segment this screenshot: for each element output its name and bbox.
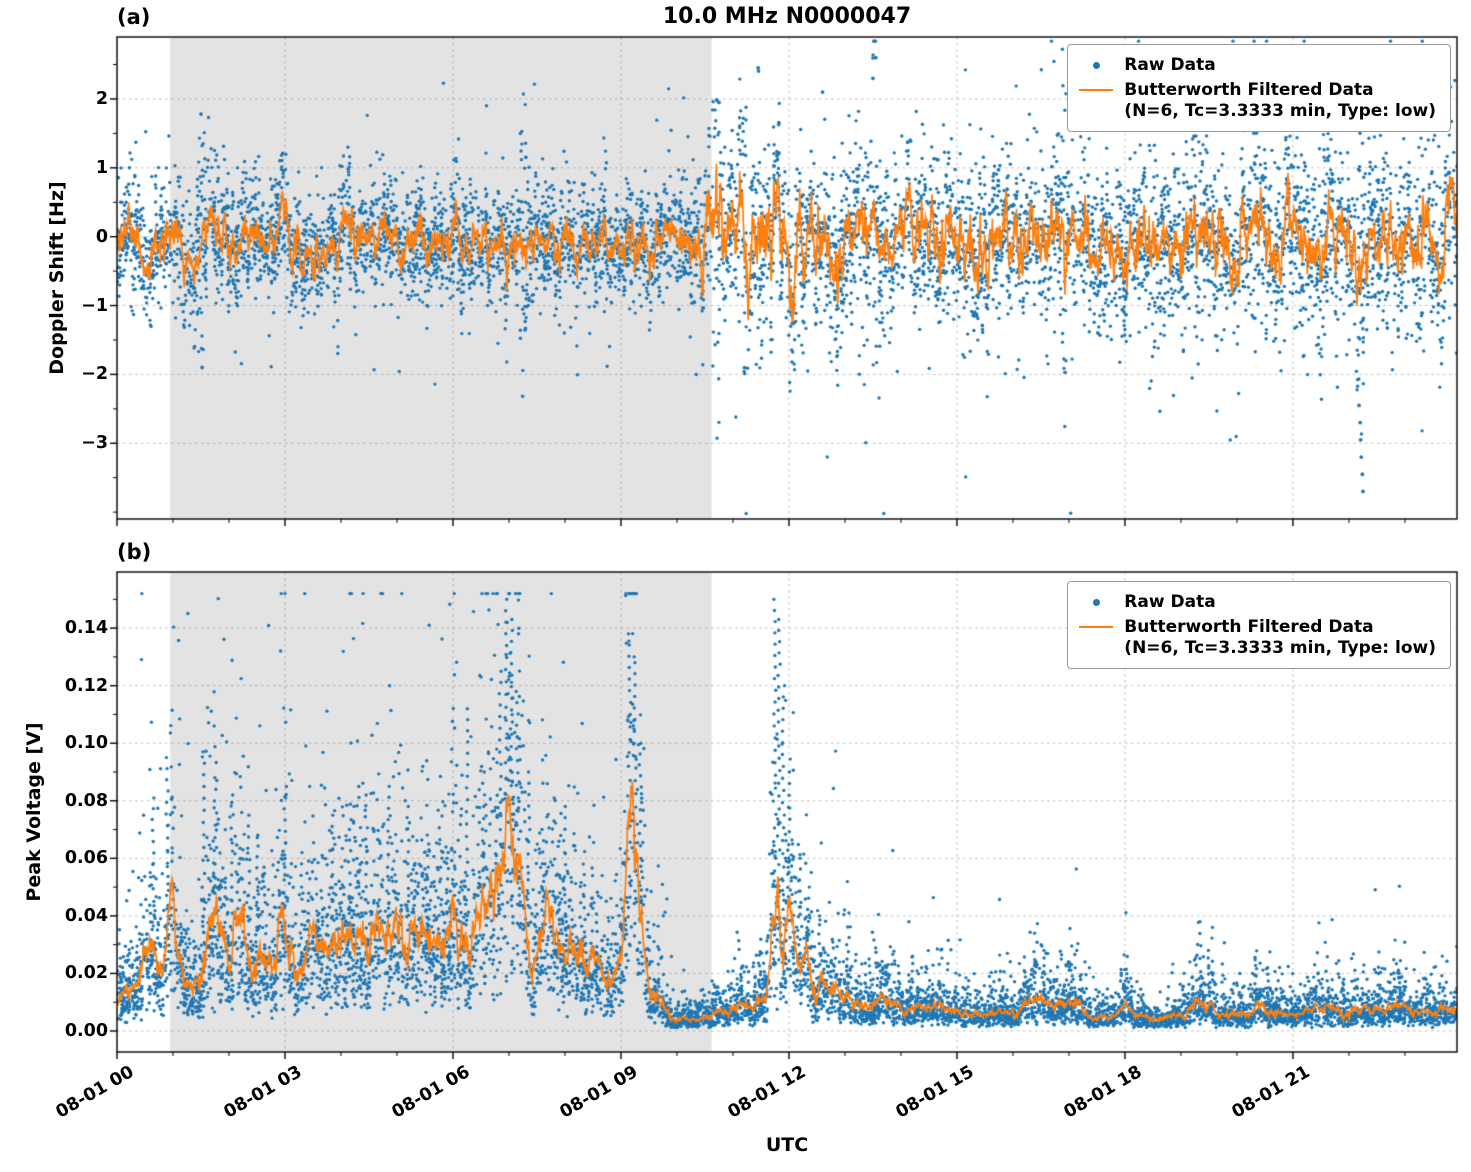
legend-filtered-label: Butterworth Filtered Data bbox=[1124, 80, 1374, 100]
legend-panel-b: Raw Data Butterworth Filtered Data (N=6,… bbox=[1067, 581, 1451, 669]
legend-row-raw: Raw Data bbox=[1078, 53, 1436, 77]
legend-filtered-label: Butterworth Filtered Data bbox=[1124, 617, 1374, 637]
legend-raw-label: Raw Data bbox=[1124, 55, 1216, 75]
legend-panel-a: Raw Data Butterworth Filtered Data (N=6,… bbox=[1067, 44, 1451, 132]
y-tick-label: 1 bbox=[95, 157, 108, 178]
y-axis-label-doppler: Doppler Shift [Hz] bbox=[46, 181, 68, 375]
filtered-line-marker-icon bbox=[1079, 89, 1114, 91]
raw-data-marker-icon bbox=[1092, 61, 1100, 69]
y-tick-label: 0.02 bbox=[64, 963, 108, 984]
y-tick-label: −3 bbox=[81, 433, 108, 454]
legend-filtered-sublabel: (N=6, Tc=3.3333 min, Type: low) bbox=[1124, 101, 1436, 121]
y-tick-label: 0 bbox=[95, 226, 108, 247]
y-tick-label: 0.10 bbox=[64, 733, 108, 754]
y-tick-label: 0.14 bbox=[64, 618, 108, 639]
legend-row-raw: Raw Data bbox=[1078, 590, 1436, 614]
legend-row-filtered: Butterworth Filtered Data bbox=[1078, 615, 1436, 639]
legend-filtered-sublabel: (N=6, Tc=3.3333 min, Type: low) bbox=[1124, 638, 1436, 658]
chart-title: 10.0 MHz N0000047 bbox=[662, 4, 912, 29]
legend-row-filtered-params: (N=6, Tc=3.3333 min, Type: low) bbox=[1078, 99, 1436, 123]
y-tick-label: 0.12 bbox=[64, 675, 108, 696]
legend-row-filtered-params: (N=6, Tc=3.3333 min, Type: low) bbox=[1078, 636, 1436, 660]
legend-row-filtered: Butterworth Filtered Data bbox=[1078, 78, 1436, 102]
panel-b-label: (b) bbox=[117, 540, 152, 564]
y-tick-label: 0.00 bbox=[64, 1020, 108, 1041]
y-tick-label: −1 bbox=[81, 295, 108, 316]
legend-raw-label: Raw Data bbox=[1124, 592, 1216, 612]
y-tick-label: 0.06 bbox=[64, 848, 108, 869]
y-tick-label: 0.08 bbox=[64, 790, 108, 811]
raw-data-marker-icon bbox=[1092, 598, 1100, 606]
y-tick-label: 2 bbox=[95, 88, 108, 109]
filtered-line-marker-icon bbox=[1079, 626, 1114, 628]
panel-a-label: (a) bbox=[117, 5, 151, 29]
y-tick-label: 0.04 bbox=[64, 905, 108, 926]
x-axis-label: UTC bbox=[765, 1134, 809, 1156]
y-tick-label: −2 bbox=[81, 364, 108, 385]
